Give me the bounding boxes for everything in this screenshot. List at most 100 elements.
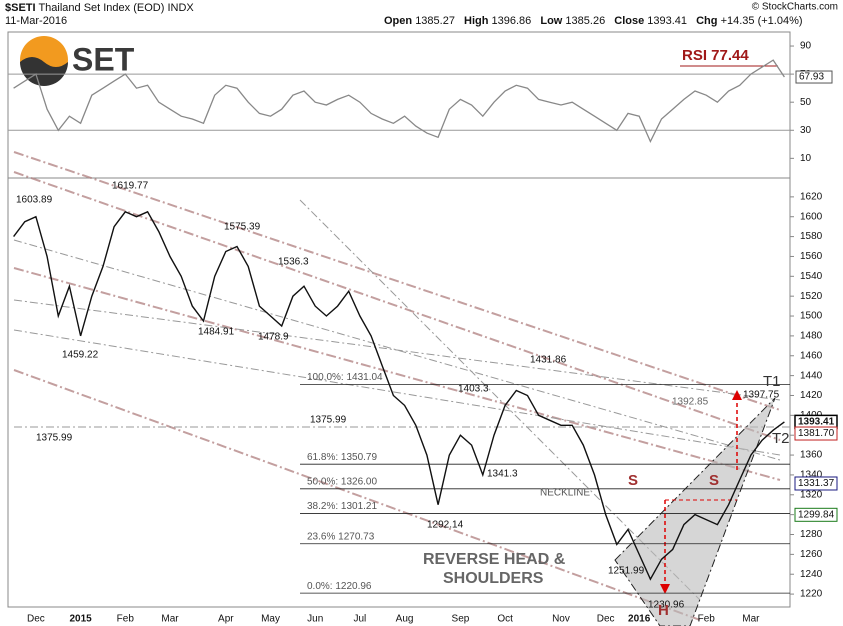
x-tick-label: Jul xyxy=(354,614,367,625)
pattern-label: T2 xyxy=(772,430,790,447)
x-tick-label: May xyxy=(261,614,280,625)
price-label: 1375.99 xyxy=(36,433,73,444)
x-tick-label: Apr xyxy=(218,614,234,625)
x-tick-label: Sep xyxy=(452,614,470,625)
trend-line xyxy=(13,267,781,481)
pattern-label: H xyxy=(658,602,669,619)
fib-label: 23.6% 1270.73 xyxy=(307,531,375,542)
y-tick-label: 1540 xyxy=(800,271,823,282)
arrow-head xyxy=(732,390,742,400)
price-label: 1431.86 xyxy=(530,355,567,366)
quote-value: 1385.26 xyxy=(565,15,605,27)
symbol: $SETI xyxy=(5,2,36,14)
price-label: 1459.22 xyxy=(62,350,99,361)
y-tick-label: 1620 xyxy=(800,192,823,203)
last-value-label: 1393.41 xyxy=(798,417,835,428)
pattern-label: T1 xyxy=(763,373,781,390)
x-tick-label: Feb xyxy=(698,614,716,625)
price-label: 1392.85 xyxy=(672,397,709,408)
quote-label: High xyxy=(464,15,489,27)
x-tick-label: Aug xyxy=(396,614,414,625)
pattern-label: SHOULDERS xyxy=(443,570,544,587)
y-tick-label: 1420 xyxy=(800,390,823,401)
fib-label: 0.0%: 1220.96 xyxy=(307,581,372,592)
index-name: Thailand Set Index (EOD) xyxy=(38,2,164,14)
x-tick-label: Nov xyxy=(552,614,570,625)
pattern-label: REVERSE HEAD & xyxy=(423,551,566,568)
x-tick-label: Feb xyxy=(117,614,135,625)
fib-label: 61.8%: 1350.79 xyxy=(307,452,377,463)
y-tick-label: 1520 xyxy=(800,291,823,302)
rsi-title: RSI 77.44 xyxy=(682,47,749,64)
trend-line xyxy=(13,171,781,441)
x-tick-label: Mar xyxy=(161,614,179,625)
last-value-box xyxy=(794,507,838,522)
quote-label: Low xyxy=(540,15,562,27)
last-value-box xyxy=(794,426,838,441)
y-tick-label: 1460 xyxy=(800,350,823,361)
last-value-label: 1299.84 xyxy=(798,509,835,520)
pattern-label: S xyxy=(628,472,638,489)
y-tick-label: 1240 xyxy=(800,569,823,580)
pattern-label: NECKLINE xyxy=(540,488,590,499)
y-tick-label: 1220 xyxy=(800,589,823,600)
exchange: INDX xyxy=(167,2,194,14)
y-tick-label: 90 xyxy=(800,41,812,52)
trend-line xyxy=(13,151,781,411)
last-value-label: 67.93 xyxy=(799,72,824,83)
price-panel xyxy=(7,177,791,608)
y-tick-label: 1580 xyxy=(800,231,823,242)
price-label: 1375.99 xyxy=(310,415,347,426)
price-line xyxy=(13,210,785,581)
last-value-label: 1381.70 xyxy=(798,428,835,439)
arrow-head xyxy=(660,584,670,594)
x-tick-label: Oct xyxy=(497,614,513,625)
y-tick-label: 30 xyxy=(800,125,812,136)
price-label: 1484.91 xyxy=(198,327,235,338)
price-label: 1251.99 xyxy=(608,566,645,577)
price-label: 1341.3 xyxy=(487,469,518,480)
x-tick-label: Mar xyxy=(742,614,760,625)
last-value-label: 1331.37 xyxy=(798,478,835,489)
y-tick-label: 1320 xyxy=(800,489,823,500)
trend-line xyxy=(13,239,781,461)
price-label: 1292.14 xyxy=(427,520,464,531)
quote-line: Open 1385.27 High 1396.86 Low 1385.26 Cl… xyxy=(384,15,803,27)
price-label: 1403.3 xyxy=(458,384,489,395)
price-label: 1619.77 xyxy=(112,181,149,192)
trend-line xyxy=(13,329,781,456)
quote-value: 1385.27 xyxy=(415,15,455,27)
price-label: 1603.89 xyxy=(16,195,53,206)
y-tick-label: 1440 xyxy=(800,370,823,381)
quote-label: Chg xyxy=(696,15,717,27)
fib-label: 38.2%: 1301.21 xyxy=(307,501,377,512)
price-label: 1575.39 xyxy=(224,222,261,233)
quote-value: +14.35 (+1.04%) xyxy=(721,15,803,27)
logo-text: SET xyxy=(72,41,135,77)
date: 11-Mar-2016 xyxy=(5,15,67,27)
source: © StockCharts.com xyxy=(752,2,838,13)
trend-lines xyxy=(13,151,790,621)
x-tick-label: 2015 xyxy=(69,614,92,625)
logo: SET xyxy=(20,36,135,86)
x-tick-label: Jun xyxy=(307,614,323,625)
quote-label: Open xyxy=(384,15,412,27)
trend-line xyxy=(299,199,701,601)
logo-wave xyxy=(20,57,68,86)
y-tick-label: 1340 xyxy=(800,470,823,481)
y-tick-label: 1560 xyxy=(800,251,823,262)
fib-label: 100.0%: 1431.04 xyxy=(307,372,383,383)
y-tick-label: 10 xyxy=(800,153,812,164)
trend-line xyxy=(13,299,781,401)
quote-value: 1396.86 xyxy=(492,15,532,27)
price-line xyxy=(13,59,785,144)
price-label: 1478.9 xyxy=(258,332,289,343)
last-value-box xyxy=(794,476,838,491)
y-tick-label: 1280 xyxy=(800,529,823,540)
wedge xyxy=(614,397,776,626)
header-line: $SETI Thailand Set Index (EOD) INDX xyxy=(5,2,194,14)
pattern-label: S xyxy=(709,472,719,489)
trend-line xyxy=(13,369,701,621)
x-tick-label: Dec xyxy=(27,614,45,625)
